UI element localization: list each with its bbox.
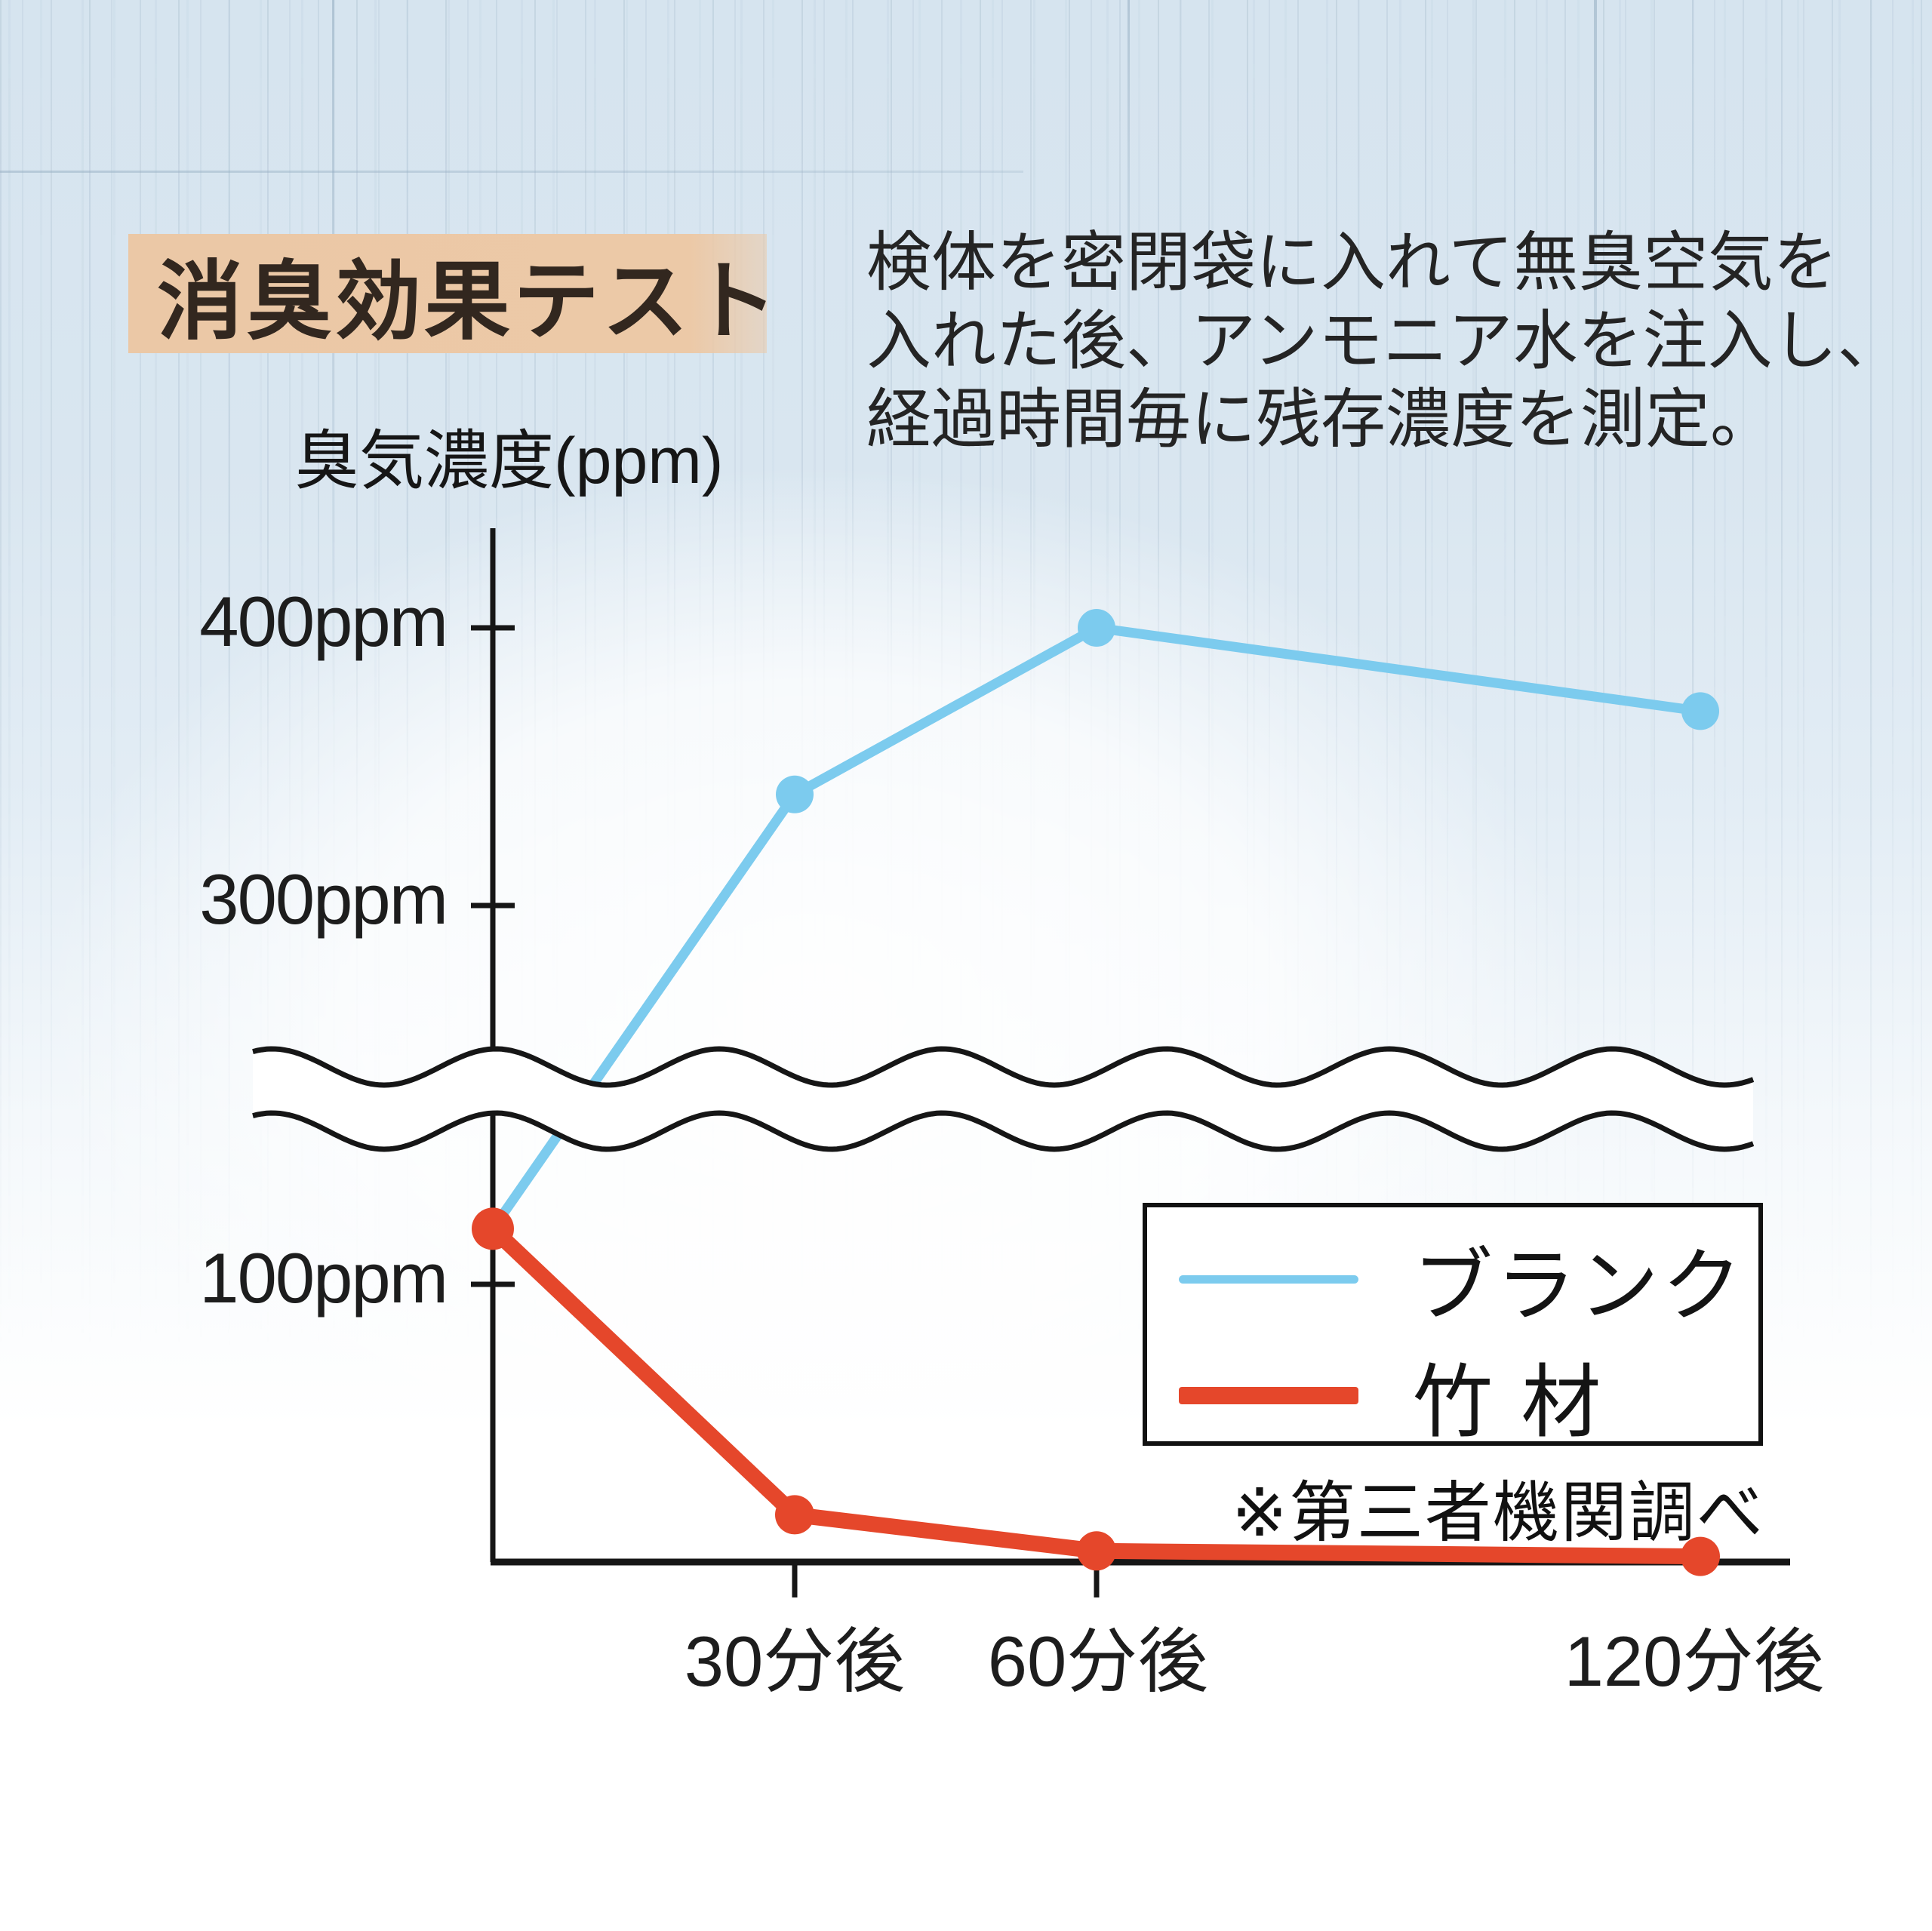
- legend-item-blank: ブランク: [1179, 1221, 1758, 1337]
- third-party-footnote: ※第三者機関調べ: [1232, 1475, 1764, 1550]
- legend-item-bamboo: 竹 材: [1179, 1337, 1758, 1453]
- bamboo-data-point: [472, 1207, 514, 1250]
- blank-line-swatch: [1179, 1275, 1358, 1284]
- description-line-3: 経過時間毎に残存濃度を測定。: [866, 383, 1775, 456]
- y-tick-label-400ppm: 400ppm: [199, 582, 448, 661]
- x-tick-label-120min: 120分後: [1564, 1622, 1825, 1701]
- bamboo-data-point: [775, 1495, 814, 1535]
- plank-seam-vertical-3: [1594, 0, 1597, 770]
- description-line-1: 検体を密閉袋に入れて無臭空気を: [866, 226, 1838, 299]
- page-title: 消臭効果テスト: [157, 254, 781, 350]
- legend-label-bamboo: 竹 材: [1413, 1358, 1604, 1447]
- axis-break-mask: [253, 1049, 1753, 1149]
- bamboo-data-point: [1681, 1536, 1720, 1576]
- legend-box: ブランク 竹 材: [1143, 1203, 1763, 1447]
- bamboo-series-line: [485, 1220, 1709, 1565]
- blank-data-point: [1681, 692, 1719, 730]
- test-method-description: 検体を密閉袋に入れて無臭空気を 入れた後、アンモニア水を注入し、 経過時間毎に残…: [866, 223, 1903, 459]
- axis-break-wave-upper: [252, 1046, 1755, 1088]
- blank-data-point: [776, 775, 814, 813]
- blank-data-point: [1078, 609, 1115, 647]
- y-tick-label-100ppm: 100ppm: [199, 1238, 448, 1318]
- plank-seam-vertical-1: [332, 0, 334, 724]
- plank-seam-vertical-2: [1128, 0, 1130, 468]
- description-line-2: 入れた後、アンモニア水を注入し、: [866, 305, 1903, 377]
- axis-break-wave-lower: [252, 1110, 1755, 1152]
- blank-series-line: [488, 623, 1706, 1234]
- x-tick-label-30min: 30分後: [684, 1622, 906, 1701]
- y-axis-title: 臭気濃度(ppm): [294, 425, 724, 497]
- plank-seam-horizontal: [0, 171, 1023, 173]
- title-badge: 消臭効果テスト: [128, 234, 777, 353]
- legend-label-blank: ブランク: [1413, 1242, 1745, 1331]
- bamboo-data-point: [1077, 1531, 1116, 1571]
- bamboo-line-swatch: [1179, 1386, 1358, 1404]
- x-tick-label-60min: 60分後: [987, 1622, 1209, 1701]
- y-tick-label-300ppm: 300ppm: [199, 859, 448, 939]
